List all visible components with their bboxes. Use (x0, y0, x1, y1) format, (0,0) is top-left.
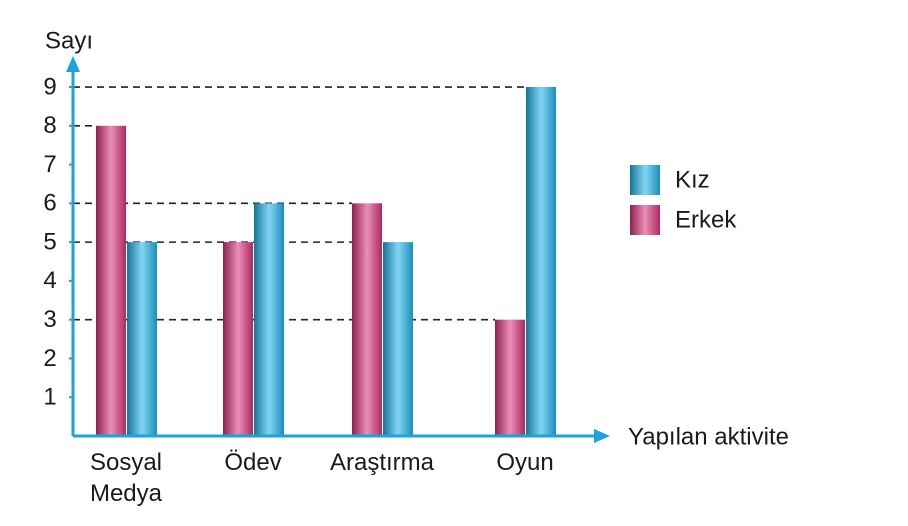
legend-label: Erkek (675, 206, 737, 233)
x-tick-label: Ödev (224, 449, 282, 476)
y-tick-label: 2 (43, 345, 56, 372)
y-axis-label: Sayı (45, 27, 93, 54)
bar (526, 87, 556, 436)
x-axis-label: Yapılan aktivite (628, 423, 789, 450)
y-tick-label: 8 (43, 112, 56, 139)
x-tick-label: Araştırma (329, 449, 434, 476)
legend-swatch (630, 205, 660, 235)
y-tick-label: 1 (43, 384, 56, 411)
bar (383, 242, 413, 436)
x-tick-label: Oyun (496, 449, 554, 476)
x-tick-label: Sosyal Medya (89, 449, 163, 507)
legend-label: Kız (675, 166, 710, 193)
y-axis-arrow (66, 56, 80, 72)
bar (96, 125, 126, 436)
bar (223, 242, 253, 436)
y-tick-label: 6 (43, 190, 56, 217)
y-tick-label: 5 (43, 228, 56, 255)
y-tick-label: 9 (43, 73, 56, 100)
bar (127, 242, 157, 436)
y-tick-label: 4 (43, 267, 56, 294)
bar (254, 203, 284, 436)
bar (495, 319, 525, 436)
bar (352, 203, 382, 436)
y-tick-label: 3 (43, 306, 56, 333)
y-tick-label: 7 (43, 151, 56, 178)
x-axis-arrow (594, 429, 610, 443)
legend-swatch (630, 165, 660, 195)
